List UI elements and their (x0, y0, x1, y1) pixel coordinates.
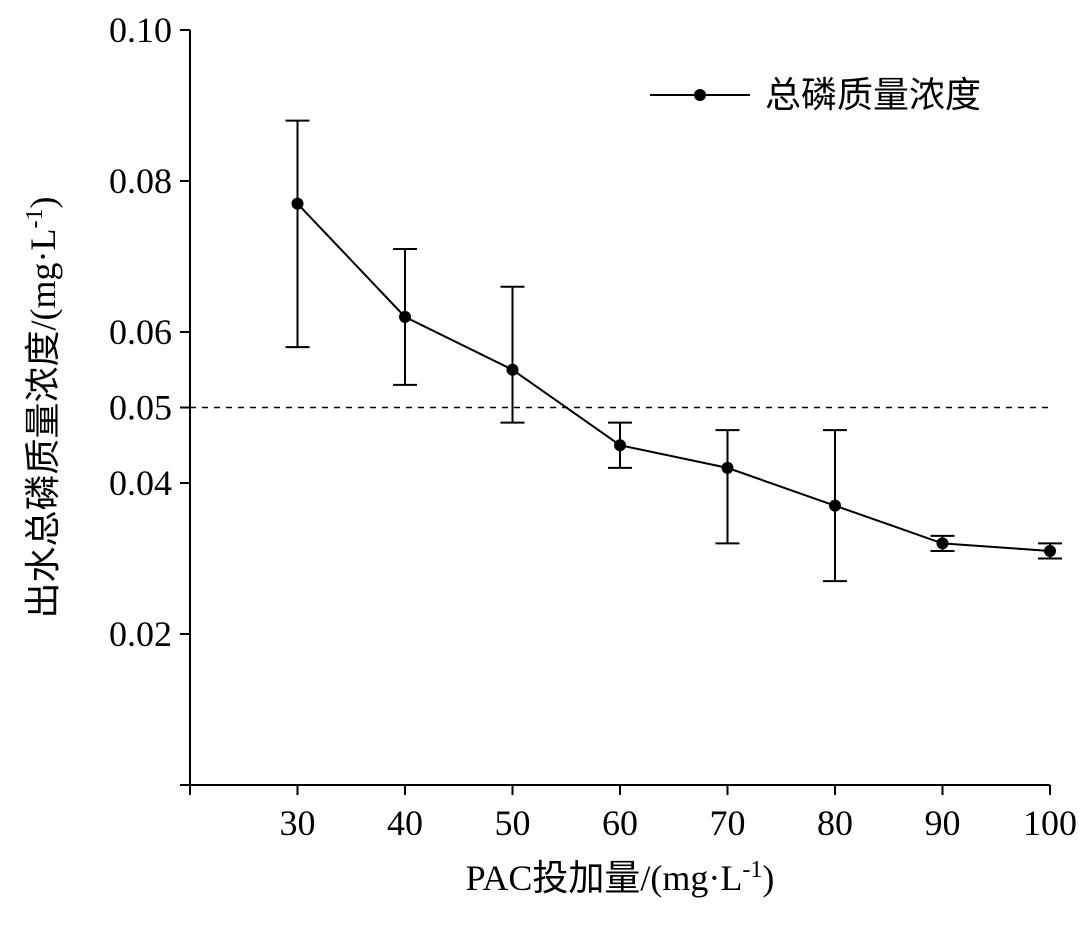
x-tick-label: 60 (602, 803, 638, 843)
x-tick-label: 90 (925, 803, 961, 843)
x-tick-label: 30 (280, 803, 316, 843)
y-tick-label: 0.04 (109, 463, 172, 503)
y-tick-label: 0.10 (109, 10, 172, 50)
y-axis-label: 出水总磷质量浓度/(mg·L-1) (22, 197, 63, 619)
series-marker (507, 364, 519, 376)
x-tick-label: 70 (710, 803, 746, 843)
x-tick-label: 100 (1023, 803, 1077, 843)
chart-container: 30 40 50 60 70 80 90 100 0.02 0.04 0.05 0.06 0.08 0.1… (0, 0, 1080, 927)
series-marker (614, 439, 626, 451)
series-marker (399, 311, 411, 323)
series-marker (1044, 545, 1056, 557)
series-marker (937, 537, 949, 549)
legend-marker (694, 89, 706, 101)
y-tick-label: 0.05 (109, 388, 172, 428)
legend-label: 总磷质量浓度 (765, 75, 981, 115)
y-tick-label: 0.06 (109, 312, 172, 352)
series-line (298, 204, 1051, 551)
series-marker (829, 500, 841, 512)
series-marker (292, 198, 304, 210)
series-marker (722, 462, 734, 474)
x-tick-label: 40 (387, 803, 423, 843)
y-tick-label: 0.02 (109, 614, 172, 654)
x-tick-label: 80 (817, 803, 853, 843)
x-tick-label: 50 (495, 803, 531, 843)
y-tick-label: 0.08 (109, 161, 172, 201)
chart-svg: 30 40 50 60 70 80 90 100 0.02 0.04 0.05 0.06 0.08 0.1… (0, 0, 1080, 927)
x-axis-label: PAC投加量/(mg·L-1) (466, 857, 775, 898)
